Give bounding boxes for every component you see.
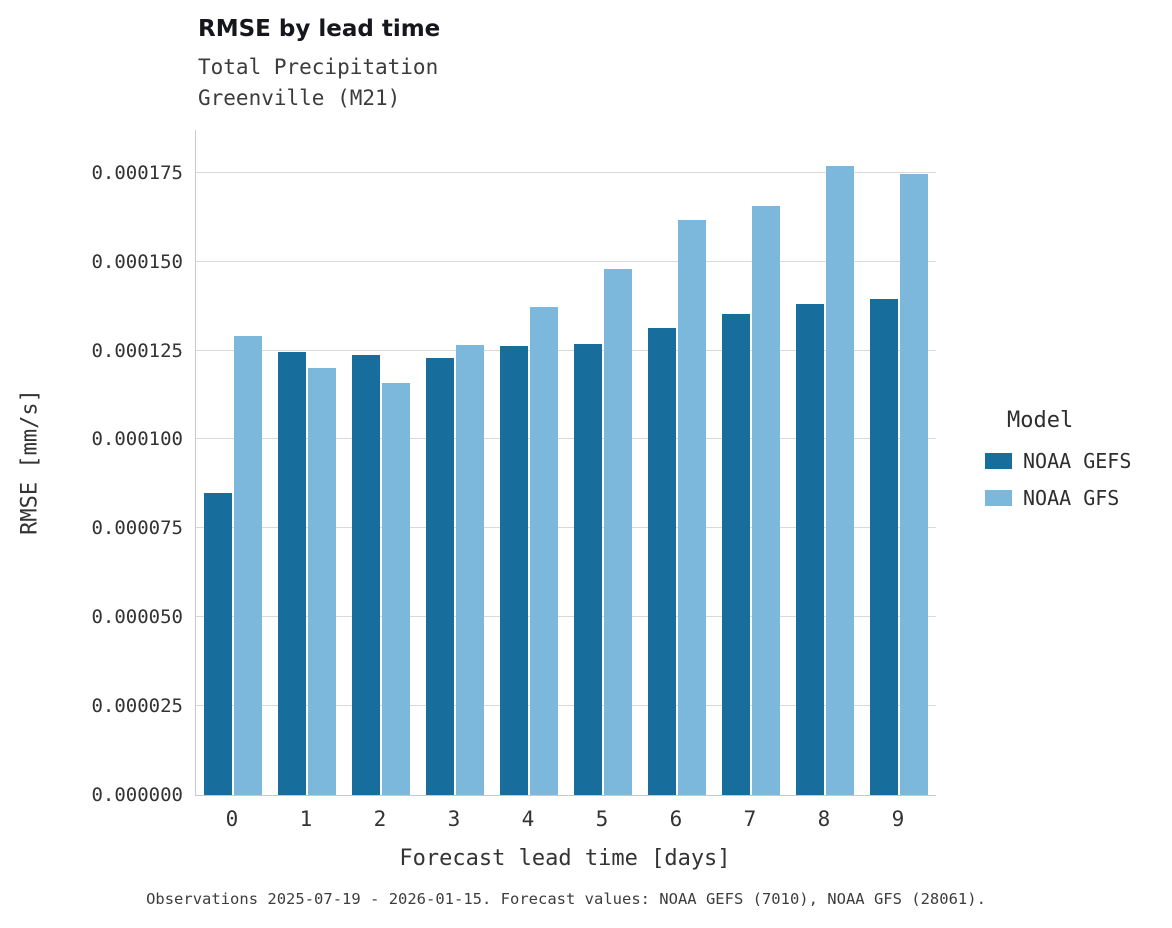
gridline-y — [196, 171, 936, 173]
bar-noaa-gfs-4 — [530, 307, 558, 795]
caption: Observations 2025-07-19 - 2026-01-15. Fo… — [146, 890, 986, 908]
gridline-y — [196, 260, 936, 262]
y-axis-tick-labels: 0.000000 0.000025 0.000050 0.000075 0.000100… — [0, 130, 183, 806]
bar-noaa-gfs-0 — [234, 336, 262, 795]
bar-noaa-gfs-2 — [382, 383, 410, 795]
x-tick-label: 3 — [447, 807, 461, 831]
x-tick-label: 6 — [669, 807, 683, 831]
legend-swatch-icon — [985, 453, 1012, 469]
bar-noaa-gefs-5 — [574, 344, 602, 795]
x-axis-tick-labels: 0 1 2 3 4 5 6 7 8 9 — [195, 807, 935, 837]
legend-label: NOAA GFS — [1023, 486, 1120, 510]
bar-noaa-gefs-0 — [204, 492, 232, 795]
bar-noaa-gefs-7 — [722, 314, 750, 795]
y-tick-label: 0.000000 — [91, 784, 183, 806]
bar-noaa-gfs-8 — [826, 165, 854, 795]
x-tick-label: 5 — [595, 807, 609, 831]
gridline-y — [196, 438, 936, 440]
chart-subtitle: Total Precipitation Greenville (M21) — [198, 55, 439, 110]
x-tick-label: 7 — [743, 807, 757, 831]
bar-noaa-gfs-5 — [604, 269, 632, 795]
x-tick-label: 2 — [373, 807, 387, 831]
y-tick-label: 0.000075 — [91, 517, 183, 540]
bar-noaa-gfs-7 — [752, 206, 780, 795]
bar-noaa-gefs-1 — [278, 352, 306, 795]
legend-label: NOAA GEFS — [1023, 449, 1132, 473]
y-tick-label: 0.000100 — [91, 428, 183, 451]
y-tick-label: 0.000025 — [91, 695, 183, 718]
bar-noaa-gefs-9 — [870, 298, 898, 795]
y-tick-label: 0.000050 — [91, 606, 183, 629]
x-axis-label: Forecast lead time [days] — [399, 846, 731, 871]
bar-noaa-gfs-9 — [900, 174, 928, 795]
gridline-y — [196, 349, 936, 351]
legend-title: Model — [1007, 408, 1074, 433]
x-tick-label: 9 — [891, 807, 905, 831]
gridline-y — [196, 705, 936, 707]
bar-noaa-gfs-6 — [678, 219, 706, 795]
y-tick-label: 0.000175 — [91, 161, 183, 184]
legend-entry-noaa-gfs: NOAA GFS — [985, 486, 1131, 510]
plot-area — [195, 130, 936, 796]
bar-noaa-gefs-3 — [426, 357, 454, 795]
legend-entries: NOAA GEFS NOAA GFS — [985, 449, 1131, 510]
gridline-y — [196, 616, 936, 618]
x-tick-label: 8 — [817, 807, 831, 831]
gridline-y — [196, 527, 936, 529]
x-tick-label: 4 — [521, 807, 535, 831]
chart-title: RMSE by lead time — [198, 16, 441, 42]
bar-noaa-gfs-3 — [456, 345, 484, 795]
legend-entry-noaa-gefs: NOAA GEFS — [985, 449, 1131, 473]
y-tick-label: 0.000150 — [91, 250, 183, 273]
bar-noaa-gfs-1 — [308, 368, 336, 795]
x-tick-label: 1 — [299, 807, 313, 831]
bar-noaa-gefs-6 — [648, 328, 676, 795]
bar-noaa-gefs-8 — [796, 303, 824, 795]
x-tick-label: 0 — [225, 807, 239, 831]
bar-noaa-gefs-2 — [352, 354, 380, 795]
y-tick-label: 0.000125 — [91, 339, 183, 362]
bar-noaa-gefs-4 — [500, 346, 528, 795]
legend-swatch-icon — [985, 490, 1012, 506]
legend: Model NOAA GEFS NOAA GFS — [985, 408, 1131, 523]
